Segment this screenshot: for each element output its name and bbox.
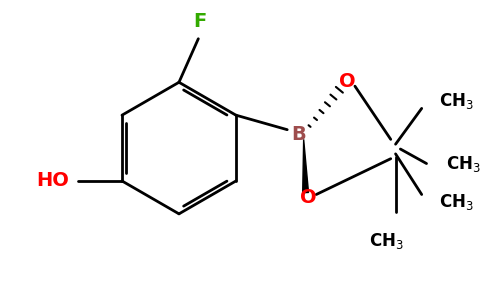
- Text: HO: HO: [36, 172, 69, 190]
- Text: CH$_3$: CH$_3$: [439, 192, 474, 212]
- Text: O: O: [339, 72, 356, 91]
- Text: CH$_3$: CH$_3$: [368, 231, 403, 251]
- Text: B: B: [291, 125, 306, 144]
- Text: O: O: [300, 188, 317, 207]
- Text: CH$_3$: CH$_3$: [446, 154, 481, 173]
- Text: F: F: [194, 12, 207, 31]
- Polygon shape: [302, 140, 308, 193]
- Text: CH$_3$: CH$_3$: [439, 91, 474, 111]
